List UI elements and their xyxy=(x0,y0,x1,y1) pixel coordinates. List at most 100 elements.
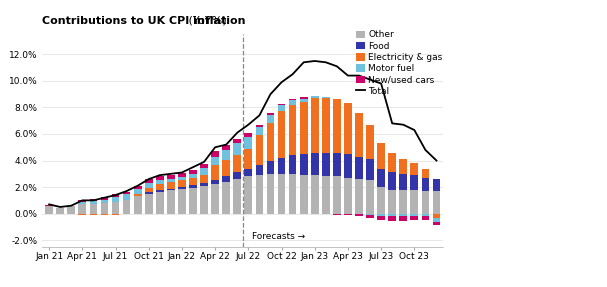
Bar xyxy=(277,111,285,158)
Bar xyxy=(388,216,396,221)
Bar xyxy=(178,189,186,214)
Bar xyxy=(200,168,208,175)
Bar xyxy=(433,218,440,222)
Bar xyxy=(300,102,308,154)
Bar xyxy=(256,164,263,175)
Bar xyxy=(178,173,186,177)
Bar xyxy=(156,176,164,180)
Bar xyxy=(134,196,141,214)
Bar xyxy=(378,216,385,220)
Bar xyxy=(89,214,97,215)
Bar xyxy=(399,190,407,214)
Bar xyxy=(344,154,352,178)
Bar xyxy=(421,214,429,216)
Bar xyxy=(112,202,120,214)
Bar xyxy=(344,178,352,214)
Bar xyxy=(145,183,152,188)
Bar xyxy=(222,150,230,160)
Bar xyxy=(234,172,241,179)
Bar xyxy=(266,160,274,174)
Bar xyxy=(78,204,86,214)
Bar xyxy=(245,133,252,137)
Bar xyxy=(378,214,385,216)
Bar xyxy=(322,177,330,214)
Bar xyxy=(344,214,352,215)
Bar xyxy=(123,194,131,200)
Bar xyxy=(46,205,53,206)
Bar xyxy=(433,179,440,191)
Bar xyxy=(388,172,396,190)
Bar xyxy=(145,194,152,214)
Bar xyxy=(211,165,219,180)
Bar xyxy=(89,199,97,201)
Bar xyxy=(344,104,352,154)
Bar xyxy=(256,125,263,127)
Bar xyxy=(56,208,64,214)
Bar xyxy=(178,181,186,187)
Bar xyxy=(167,179,175,183)
Bar xyxy=(234,139,241,143)
Bar xyxy=(145,192,152,194)
Bar xyxy=(234,143,241,155)
Bar xyxy=(311,96,319,98)
Bar xyxy=(433,214,440,218)
Bar xyxy=(156,190,164,192)
Bar xyxy=(145,188,152,192)
Bar xyxy=(189,170,197,174)
Bar xyxy=(366,125,374,159)
Bar xyxy=(89,201,97,204)
Bar xyxy=(277,174,285,214)
Bar xyxy=(89,204,97,214)
Bar xyxy=(200,187,208,214)
Bar xyxy=(101,197,108,200)
Bar xyxy=(67,206,75,214)
Bar xyxy=(189,174,197,179)
Bar xyxy=(189,179,197,185)
Bar xyxy=(333,153,341,177)
Bar xyxy=(222,160,230,176)
Bar xyxy=(399,214,407,216)
Bar xyxy=(300,98,308,99)
Bar xyxy=(245,149,252,168)
Bar xyxy=(388,153,396,172)
Bar xyxy=(78,214,86,215)
Bar xyxy=(46,206,53,214)
Bar xyxy=(289,99,296,100)
Bar xyxy=(378,168,385,187)
Bar xyxy=(167,175,175,179)
Bar xyxy=(410,175,418,190)
Bar xyxy=(222,176,230,182)
Bar xyxy=(322,153,330,177)
Bar xyxy=(256,127,263,135)
Bar xyxy=(156,192,164,214)
Bar xyxy=(388,190,396,214)
Bar xyxy=(355,113,363,156)
Bar xyxy=(410,163,418,175)
Bar xyxy=(156,180,164,184)
Bar xyxy=(433,222,440,225)
Bar xyxy=(123,192,131,194)
Bar xyxy=(421,191,429,214)
Bar xyxy=(178,187,186,189)
Bar xyxy=(167,183,175,189)
Bar xyxy=(211,180,219,185)
Bar xyxy=(399,159,407,174)
Bar xyxy=(322,98,330,153)
Bar xyxy=(211,156,219,165)
Bar xyxy=(178,177,186,181)
Bar xyxy=(300,175,308,214)
Bar xyxy=(101,200,108,203)
Bar xyxy=(112,214,120,215)
Bar xyxy=(167,189,175,190)
Bar xyxy=(410,216,418,220)
Bar xyxy=(388,214,396,216)
Bar xyxy=(410,214,418,216)
Bar xyxy=(300,154,308,175)
Bar xyxy=(366,214,374,215)
Bar xyxy=(399,216,407,221)
Bar xyxy=(378,187,385,214)
Bar xyxy=(200,164,208,168)
Bar xyxy=(256,135,263,164)
Bar xyxy=(378,143,385,168)
Bar xyxy=(366,159,374,181)
